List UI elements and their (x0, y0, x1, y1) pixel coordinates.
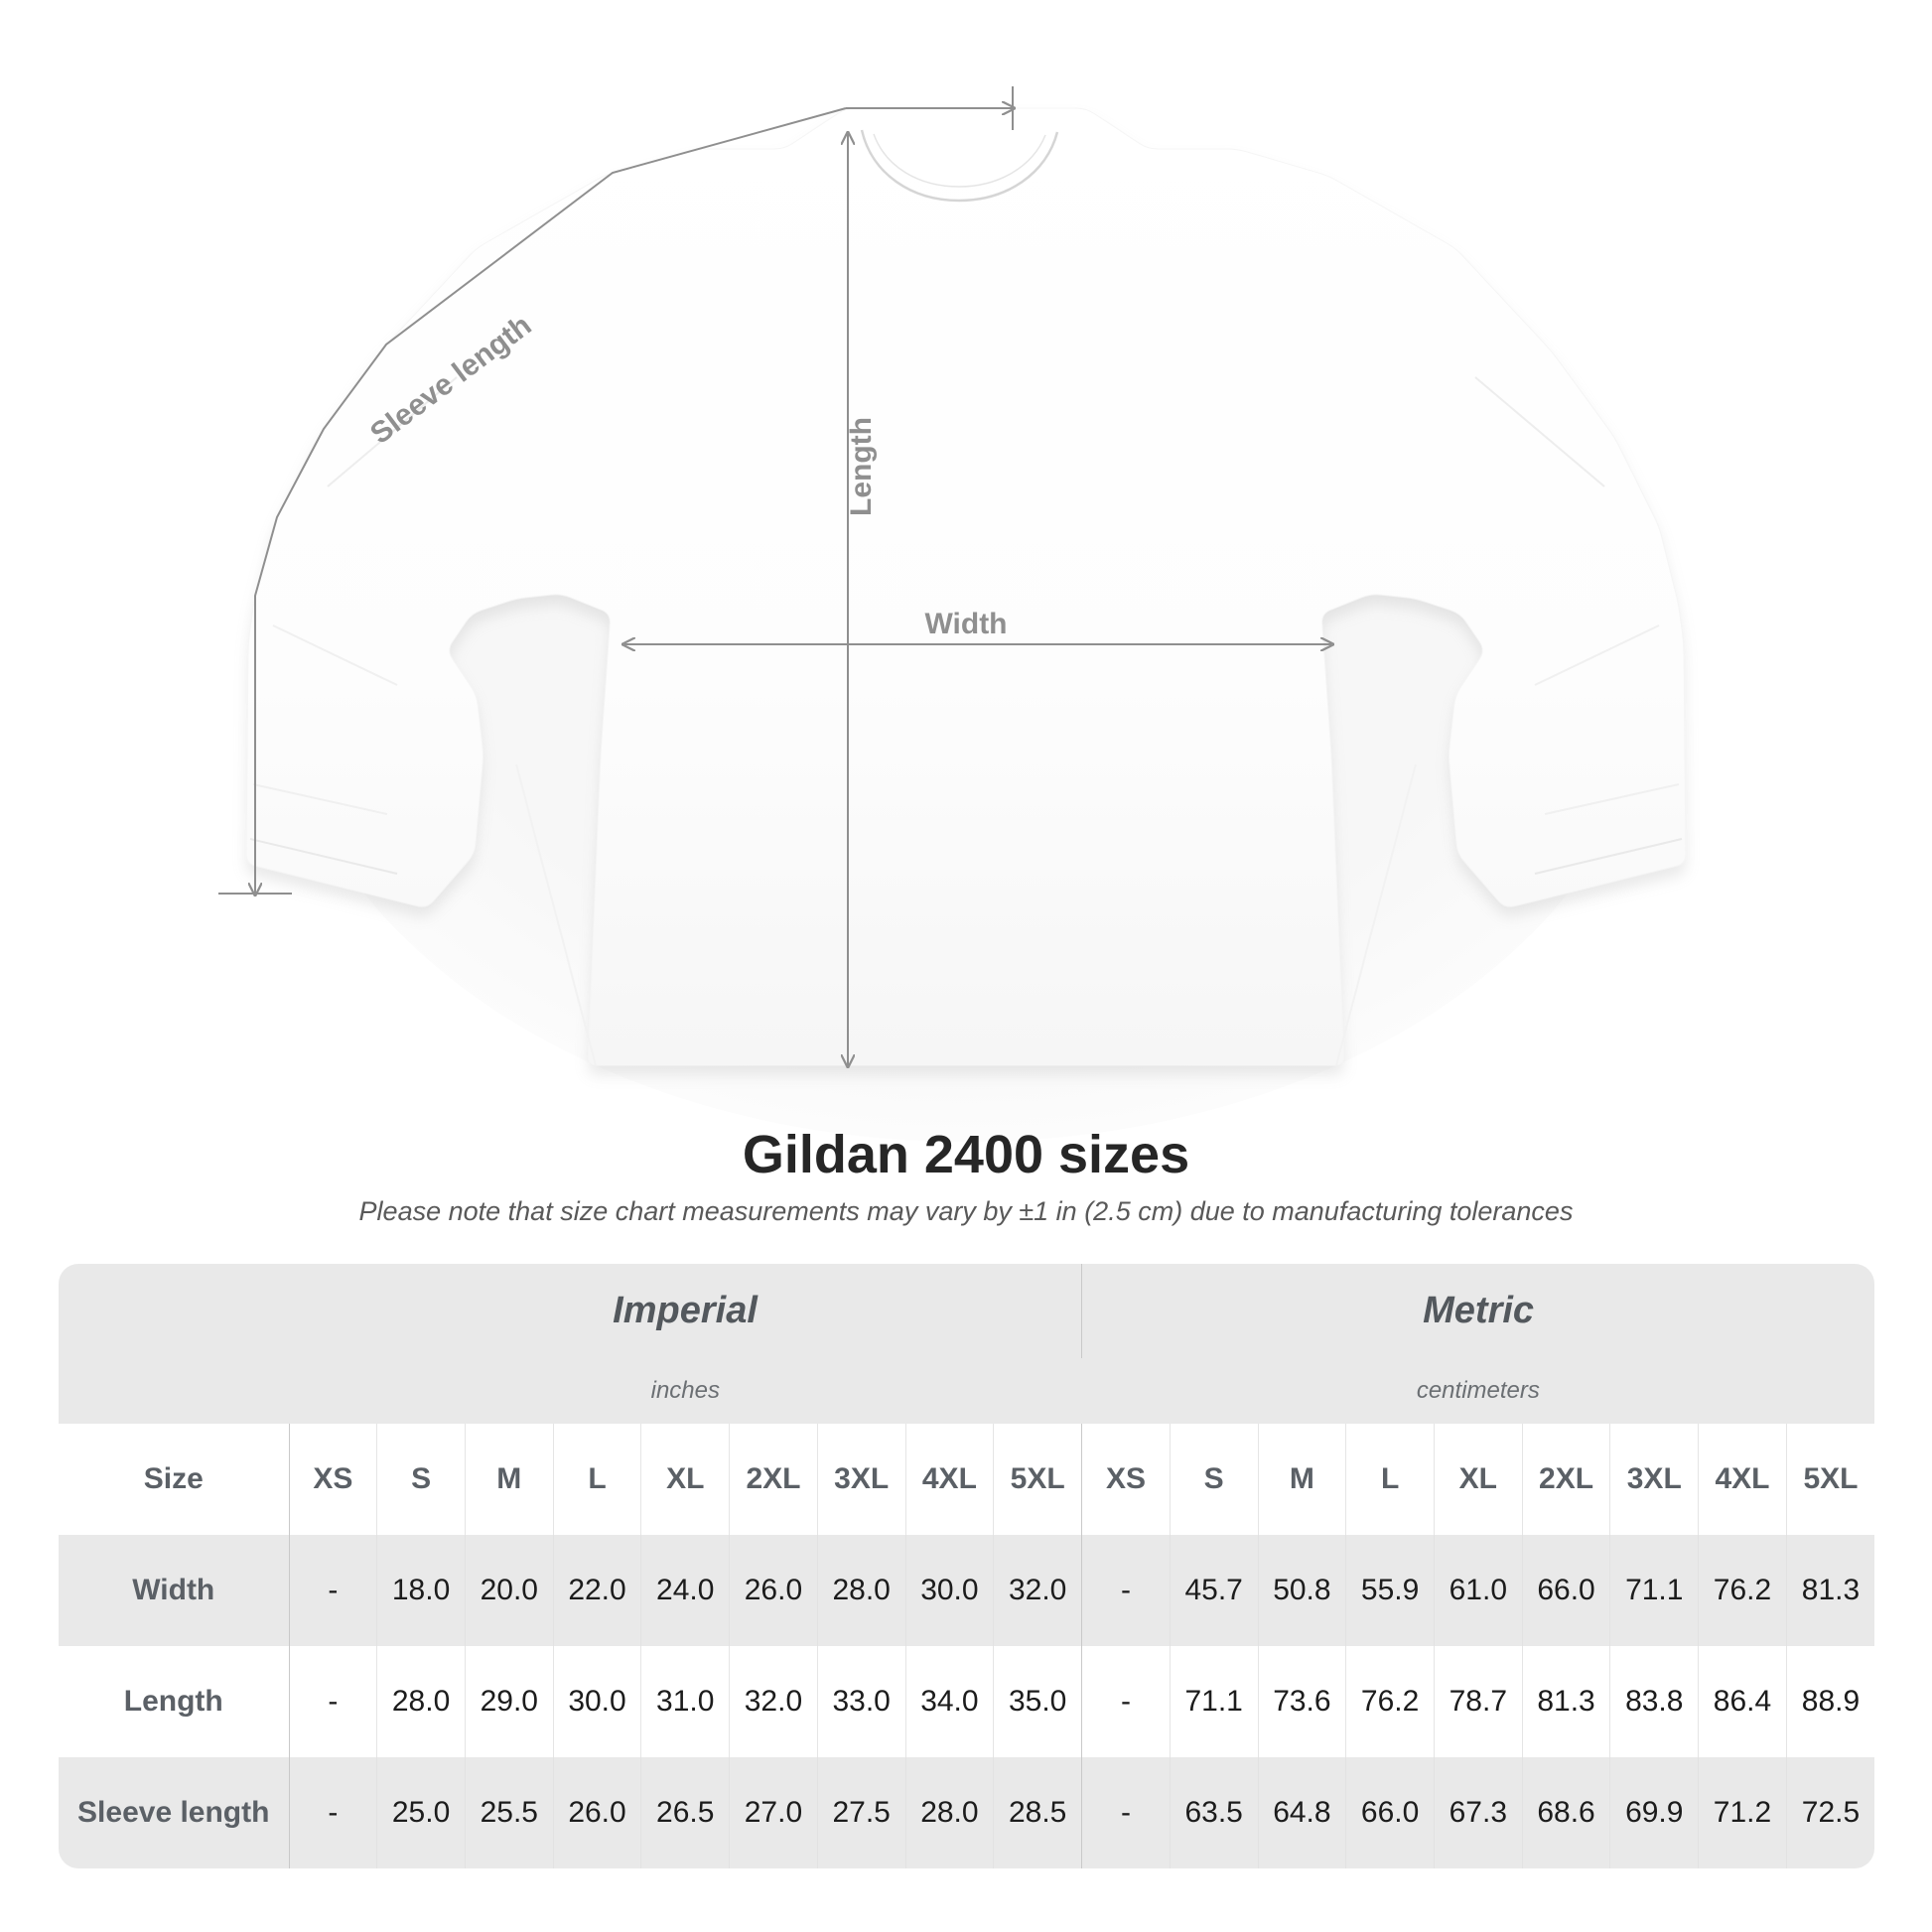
svg-text:Width: Width (924, 608, 1007, 640)
svg-text:Length: Length (845, 417, 878, 516)
